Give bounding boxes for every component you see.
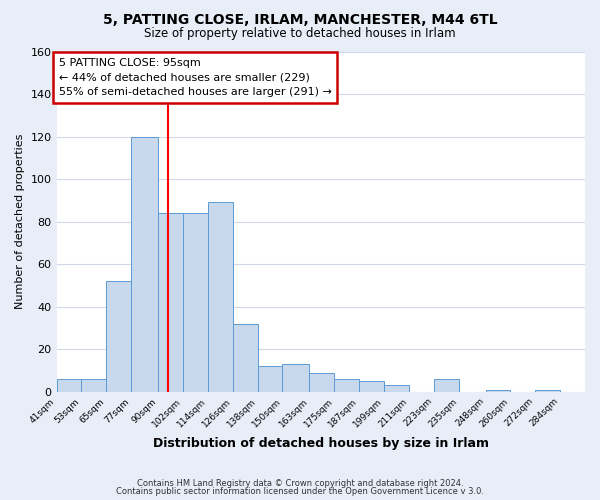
Text: 5 PATTING CLOSE: 95sqm
← 44% of detached houses are smaller (229)
55% of semi-de: 5 PATTING CLOSE: 95sqm ← 44% of detached… — [59, 58, 331, 98]
Bar — [283, 364, 310, 392]
Bar — [208, 202, 233, 392]
Bar — [56, 379, 82, 392]
Bar — [359, 381, 384, 392]
Text: Contains public sector information licensed under the Open Government Licence v : Contains public sector information licen… — [116, 487, 484, 496]
Bar — [158, 213, 183, 392]
Bar — [384, 386, 409, 392]
Text: 5, PATTING CLOSE, IRLAM, MANCHESTER, M44 6TL: 5, PATTING CLOSE, IRLAM, MANCHESTER, M44… — [103, 12, 497, 26]
Bar — [82, 379, 106, 392]
Bar — [310, 372, 334, 392]
Bar — [535, 390, 560, 392]
Bar — [233, 324, 257, 392]
Bar — [183, 213, 208, 392]
X-axis label: Distribution of detached houses by size in Irlam: Distribution of detached houses by size … — [153, 437, 489, 450]
Bar — [131, 136, 158, 392]
Bar — [257, 366, 283, 392]
Text: Contains HM Land Registry data © Crown copyright and database right 2024.: Contains HM Land Registry data © Crown c… — [137, 478, 463, 488]
Text: Size of property relative to detached houses in Irlam: Size of property relative to detached ho… — [144, 28, 456, 40]
Bar — [106, 281, 131, 392]
Bar — [434, 379, 458, 392]
Y-axis label: Number of detached properties: Number of detached properties — [15, 134, 25, 310]
Bar — [334, 379, 359, 392]
Bar — [485, 390, 511, 392]
